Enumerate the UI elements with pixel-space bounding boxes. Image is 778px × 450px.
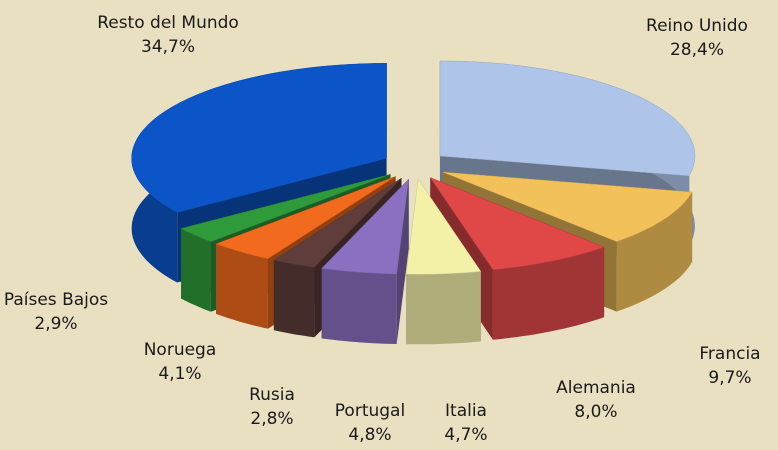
slice-top bbox=[429, 177, 605, 270]
slice-top bbox=[180, 174, 391, 242]
slice-value-label: 28,4% bbox=[670, 40, 724, 60]
slice-label: Portugal bbox=[335, 401, 405, 421]
slice-wall bbox=[616, 192, 693, 312]
slice-wall bbox=[273, 260, 315, 338]
slice-wall bbox=[321, 268, 397, 344]
slice-value-label: 2,8% bbox=[250, 409, 293, 429]
slice-value-label: 4,1% bbox=[158, 364, 201, 384]
slice-value-label: 9,7% bbox=[708, 368, 751, 388]
slice-top bbox=[442, 171, 693, 242]
slice-wall bbox=[492, 247, 605, 340]
slice-value-label: 4,8% bbox=[348, 425, 391, 445]
slice-top bbox=[405, 178, 482, 275]
slice-top bbox=[273, 177, 402, 268]
slice-value-label: 34,7% bbox=[141, 37, 195, 57]
slice bbox=[321, 178, 410, 344]
slice-label: Reino Unido bbox=[646, 16, 748, 36]
slice-top bbox=[439, 60, 696, 177]
slice bbox=[405, 178, 482, 345]
slice-top bbox=[215, 176, 396, 259]
slice-wall bbox=[181, 228, 211, 312]
slice-label: Alemania bbox=[556, 378, 636, 398]
slice-label: Italia bbox=[445, 401, 487, 421]
slice-label: Resto del Mundo bbox=[97, 13, 239, 33]
slice-label: Francia bbox=[699, 344, 760, 364]
slice-label: Países Bajos bbox=[4, 290, 108, 310]
slice-value-label: 2,9% bbox=[34, 314, 77, 334]
slice-label: Rusia bbox=[249, 385, 295, 405]
slice-label: Noruega bbox=[144, 340, 217, 360]
slice-value-label: 8,0% bbox=[574, 402, 617, 422]
slice-value-label: 4,7% bbox=[444, 425, 487, 445]
slice-wall bbox=[406, 271, 481, 345]
slice-top bbox=[321, 178, 410, 275]
slice-wall bbox=[216, 243, 268, 329]
slice-top bbox=[131, 63, 387, 213]
